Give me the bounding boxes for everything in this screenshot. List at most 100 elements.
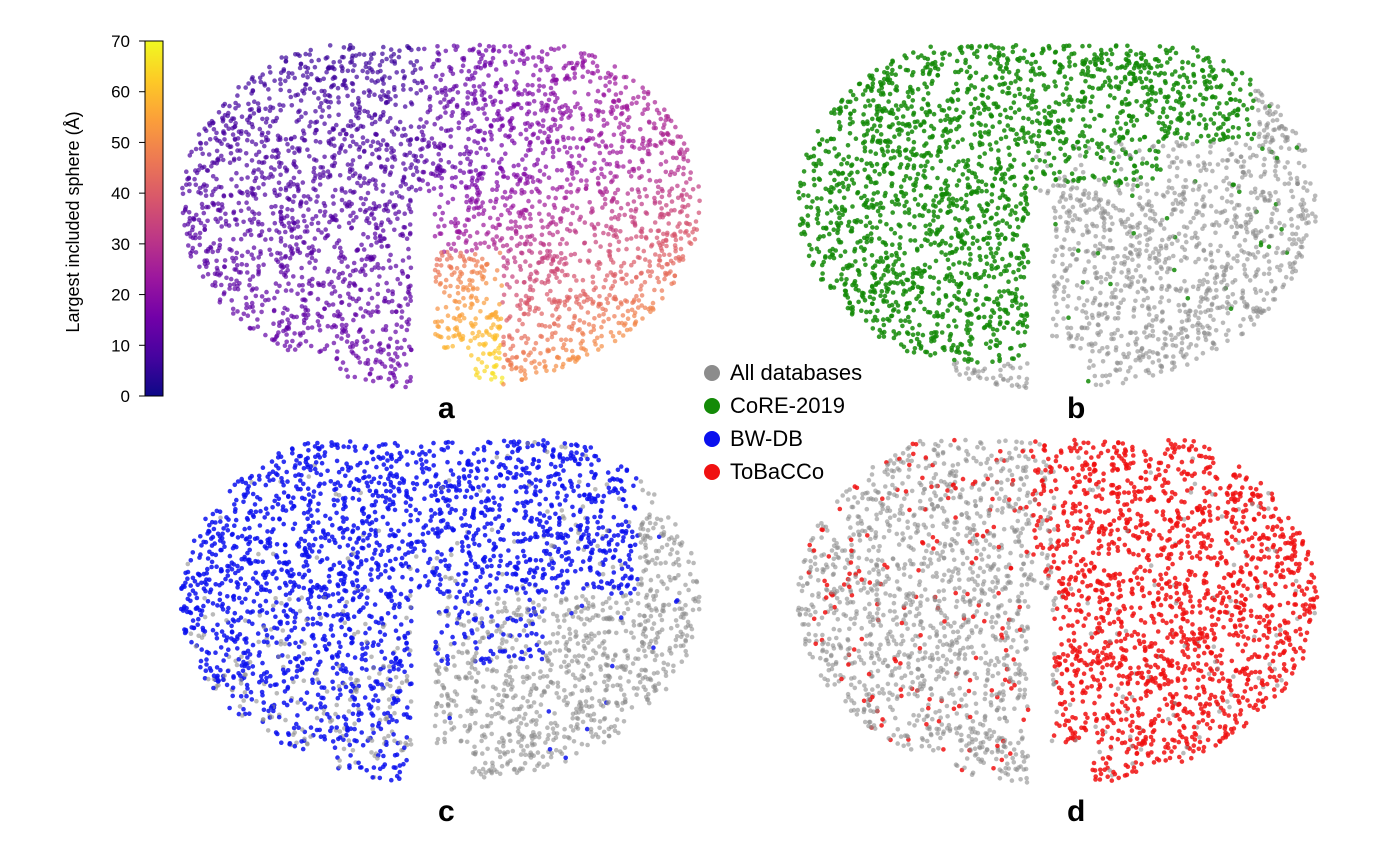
data-point — [531, 180, 536, 185]
data-point — [1033, 60, 1038, 65]
data-point — [198, 186, 203, 191]
data-point — [1024, 381, 1029, 386]
data-point — [599, 325, 604, 330]
data-point — [252, 245, 257, 250]
data-point — [1108, 373, 1113, 378]
data-point — [414, 166, 419, 171]
data-point — [279, 256, 284, 261]
data-point — [412, 63, 417, 68]
data-point — [662, 122, 667, 127]
data-point — [479, 171, 484, 176]
data-point — [211, 174, 216, 179]
data-point — [1158, 88, 1163, 93]
data-point — [878, 201, 883, 206]
data-point — [342, 137, 347, 142]
data-point — [837, 182, 842, 187]
data-point — [1201, 351, 1206, 356]
colorbar-tick-label: 70 — [111, 32, 130, 51]
data-point — [500, 236, 505, 241]
data-point — [194, 250, 199, 255]
data-point — [657, 111, 662, 116]
data-point — [1174, 51, 1179, 56]
data-point — [1196, 328, 1201, 333]
data-point — [227, 104, 232, 109]
data-point — [1038, 188, 1043, 193]
data-point — [973, 132, 978, 137]
data-point — [449, 266, 454, 271]
data-point — [1140, 161, 1145, 166]
data-point — [232, 125, 237, 130]
data-point — [533, 111, 538, 116]
data-point — [206, 249, 211, 254]
data-point — [1029, 106, 1034, 111]
data-point — [270, 154, 275, 159]
data-point — [688, 177, 693, 182]
data-point — [394, 190, 399, 195]
data-point — [199, 146, 204, 151]
data-point — [316, 312, 321, 317]
data-point — [298, 235, 303, 240]
data-point — [1165, 190, 1170, 195]
data-point — [585, 352, 590, 357]
data-point — [542, 203, 547, 208]
data-point — [518, 132, 523, 137]
data-point — [1253, 187, 1258, 192]
data-point — [329, 280, 334, 285]
data-point — [890, 210, 895, 215]
data-point — [312, 176, 317, 181]
data-point — [307, 246, 312, 251]
data-point — [966, 158, 971, 163]
data-point — [365, 76, 370, 81]
data-point — [609, 286, 614, 291]
colorbar-tick-label: 0 — [121, 387, 130, 406]
data-point — [1269, 279, 1274, 284]
data-point — [564, 190, 569, 195]
data-point — [345, 94, 350, 99]
data-point — [577, 355, 582, 360]
data-point — [369, 345, 374, 350]
data-point — [555, 305, 560, 310]
data-point — [370, 329, 375, 334]
data-point — [978, 111, 983, 116]
data-point — [997, 161, 1002, 166]
data-point — [403, 104, 408, 109]
data-point — [392, 228, 397, 233]
data-point — [935, 73, 940, 78]
data-point — [678, 135, 683, 140]
data-point — [491, 102, 496, 107]
data-point — [264, 290, 269, 295]
data-point — [233, 217, 238, 222]
data-point — [957, 372, 962, 377]
data-point — [530, 83, 535, 88]
data-point — [371, 207, 376, 212]
data-point — [249, 233, 254, 238]
data-point — [484, 263, 489, 268]
data-point — [545, 349, 550, 354]
data-point — [546, 279, 551, 284]
data-point — [1148, 79, 1153, 84]
data-point — [643, 187, 648, 192]
data-point — [1081, 117, 1086, 122]
data-point — [562, 342, 567, 347]
data-point — [669, 282, 674, 287]
data-point — [931, 291, 936, 296]
data-point — [503, 151, 508, 156]
data-point — [390, 371, 395, 376]
data-point — [387, 76, 392, 81]
data-point — [202, 224, 207, 229]
data-point — [393, 211, 398, 216]
data-point — [943, 118, 948, 123]
data-point — [1259, 289, 1264, 294]
data-point — [486, 230, 491, 235]
data-point — [235, 93, 240, 98]
data-point — [682, 150, 687, 155]
data-point — [331, 128, 336, 133]
data-point — [519, 106, 524, 111]
data-point — [444, 278, 449, 283]
data-point — [399, 315, 404, 320]
data-point — [379, 114, 384, 119]
data-point — [679, 247, 684, 252]
data-point — [370, 152, 375, 157]
data-point — [629, 174, 634, 179]
